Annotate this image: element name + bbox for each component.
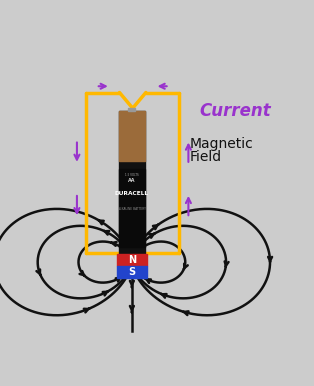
Text: Field: Field — [190, 150, 222, 164]
Bar — [118, 111, 145, 254]
Text: DURACELL: DURACELL — [115, 191, 149, 196]
Bar — [118, 111, 145, 161]
Text: ALKALINE BATTERY: ALKALINE BATTERY — [118, 207, 146, 212]
Bar — [116, 266, 147, 278]
Bar — [128, 108, 135, 111]
Text: 1.5 VOLTS: 1.5 VOLTS — [125, 173, 139, 177]
Text: S: S — [128, 267, 135, 277]
Bar — [118, 169, 145, 247]
Text: Current: Current — [199, 102, 271, 120]
Text: Magnetic: Magnetic — [190, 137, 254, 151]
Text: AA: AA — [128, 178, 136, 183]
Text: N: N — [128, 255, 136, 265]
Bar — [116, 254, 147, 266]
